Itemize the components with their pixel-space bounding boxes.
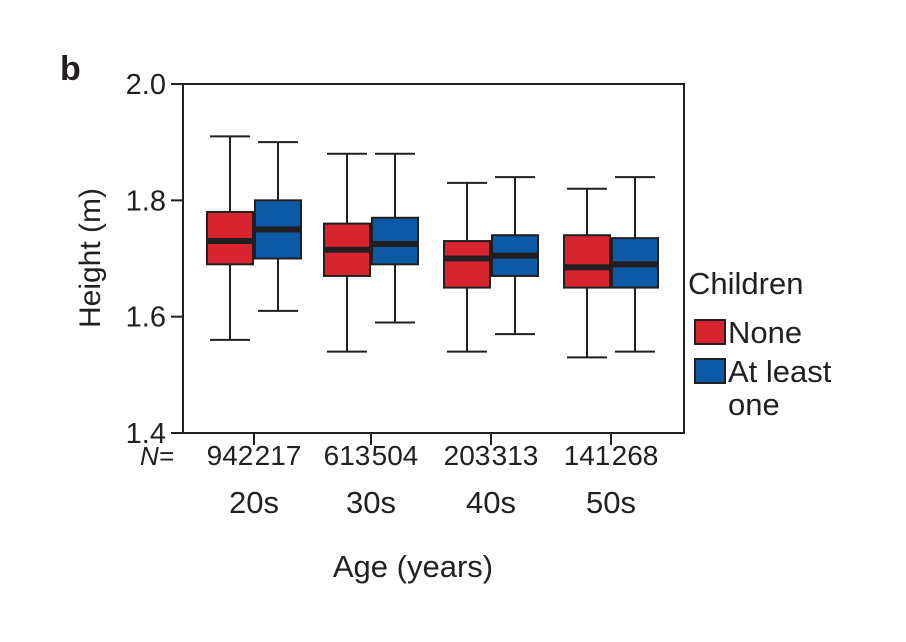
n-count-label: 613 <box>324 440 371 471</box>
category-label: 30s <box>346 485 396 520</box>
y-axis-label: Height (m) <box>74 188 107 328</box>
legend-label: one <box>728 387 780 422</box>
box-50s-none <box>563 187 611 359</box>
x-axis: N= 942 217 20s 613 504 30s 203 313 40s 141 268 50s <box>140 433 658 520</box>
n-count-label: 141 <box>564 440 611 471</box>
box-30s-at-least-one <box>371 152 419 324</box>
n-count-label: 942 <box>207 440 254 471</box>
legend-label: At least <box>728 354 832 389</box>
n-count-label: 217 <box>255 440 302 471</box>
box-20s-none <box>206 135 254 341</box>
box-40s-none <box>443 181 491 353</box>
y-tick-label: 1.6 <box>126 302 166 334</box>
box-plot-area <box>206 135 659 359</box>
n-count-label: 504 <box>372 440 419 471</box>
legend-swatch <box>694 358 726 384</box>
y-tick-label: 2.0 <box>126 69 166 101</box>
legend-swatch <box>694 319 726 345</box>
box-50s-at-least-one <box>611 176 659 353</box>
box-40s-at-least-one <box>491 176 539 336</box>
box-30s-none <box>323 152 371 353</box>
legend-title: Children <box>688 266 803 301</box>
y-tick-label: 1.4 <box>126 418 166 450</box>
plot-frame <box>182 83 685 434</box>
n-count-label: 203 <box>444 440 491 471</box>
x-axis-label: Age (years) <box>333 549 493 584</box>
iqr-box <box>443 240 491 289</box>
box-20s-at-least-one <box>254 141 302 312</box>
y-tick-label: 1.8 <box>126 185 166 217</box>
iqr-box <box>563 234 611 289</box>
category-label: 20s <box>229 485 279 520</box>
y-axis: 1.4 1.6 1.8 2.0 <box>126 69 183 450</box>
panel-label: b <box>60 50 81 88</box>
legend-label: None <box>728 315 802 350</box>
category-label: 50s <box>586 485 636 520</box>
n-count-label: 313 <box>492 440 539 471</box>
n-prefix-label: N= <box>140 441 174 471</box>
n-count-label: 268 <box>612 440 659 471</box>
category-label: 40s <box>466 485 516 520</box>
